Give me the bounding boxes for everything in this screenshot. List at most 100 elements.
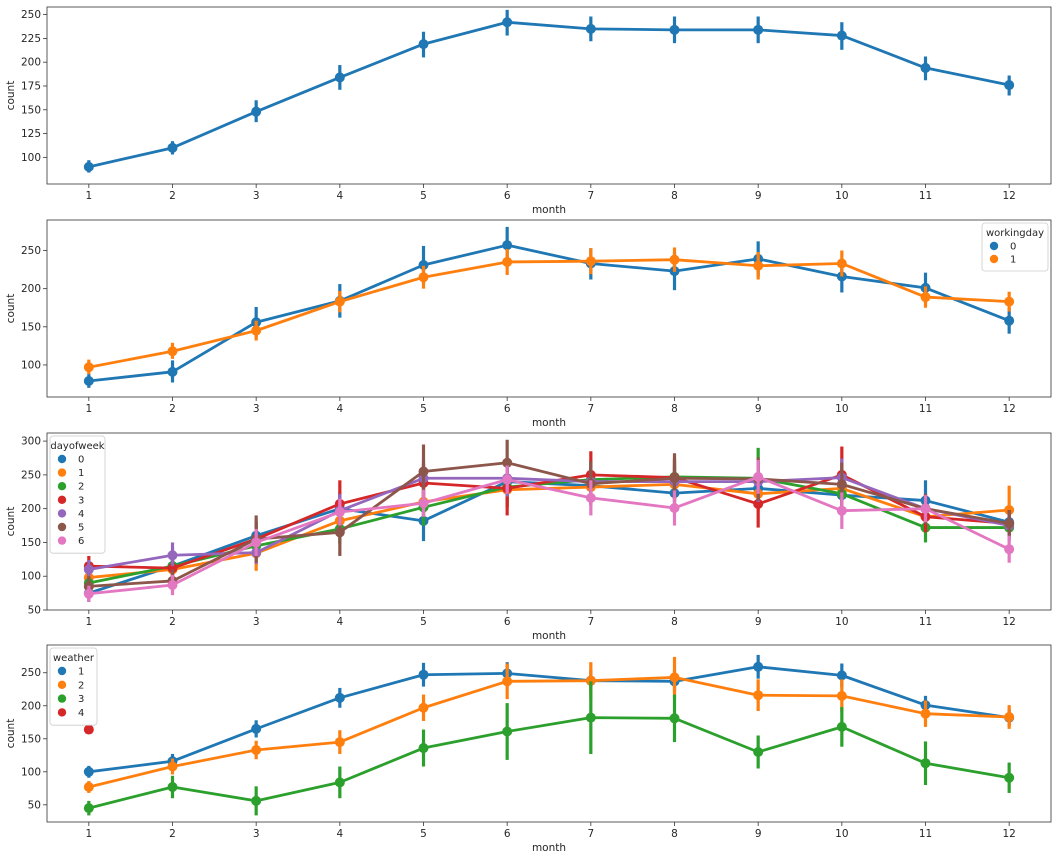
x-tick-label: 9	[755, 616, 762, 628]
x-tick-label: 1	[85, 616, 92, 628]
y-tick-label: 100	[21, 766, 41, 778]
plot-frame	[46, 219, 1052, 398]
data-point	[167, 563, 178, 574]
x-tick-label: 7	[587, 403, 594, 415]
x-tick-label: 9	[755, 190, 762, 202]
y-tick-label: 125	[21, 128, 41, 140]
data-point	[753, 24, 764, 35]
x-tick-label: 7	[587, 828, 594, 840]
data-point	[753, 661, 764, 672]
y-tick-label: 250	[21, 245, 41, 257]
data-point	[502, 17, 513, 28]
data-point	[251, 745, 262, 756]
data-point	[836, 721, 847, 732]
legend-marker	[57, 666, 67, 676]
legend-label: 1	[78, 667, 84, 678]
x-tick-label: 8	[671, 616, 678, 628]
data-point	[669, 672, 680, 683]
data-point	[585, 256, 596, 267]
data-point	[418, 669, 429, 680]
series-line	[88, 665, 1010, 774]
data-point	[167, 781, 178, 792]
data-point	[836, 505, 847, 516]
legend-marker	[57, 708, 67, 717]
series-1	[83, 247, 1015, 375]
data-point	[83, 781, 94, 792]
legend-label: 3	[78, 694, 84, 705]
data-point	[83, 724, 94, 735]
legend-label: 0	[78, 455, 84, 466]
legend-label: 3	[78, 495, 84, 506]
data-point	[585, 675, 596, 686]
legend-marker	[57, 482, 67, 491]
x-tick-label: 10	[835, 616, 848, 628]
chart-panel-2: 1 2 3 4 5 6 7 8 9 10 11 12100150200250monthcountwor…	[5, 219, 1052, 429]
data-point	[502, 676, 513, 687]
data-point	[585, 23, 596, 34]
y-tick-label: 100	[21, 152, 41, 164]
x-tick-label: 3	[253, 616, 260, 628]
data-point	[920, 503, 931, 514]
legend: workingday 0 1	[981, 222, 1049, 272]
y-tick-label: 50	[28, 605, 41, 617]
series-1	[83, 654, 1015, 778]
data-point	[585, 492, 596, 503]
plot-frame	[46, 6, 1052, 185]
legend-label: 4	[78, 708, 84, 719]
data-point	[251, 723, 262, 734]
y-tick-label: 250	[21, 667, 41, 679]
data-point	[83, 375, 94, 386]
y-tick-label: 150	[21, 104, 41, 116]
legend-marker	[57, 468, 67, 477]
y-tick-label: 100	[21, 359, 41, 371]
series-line	[88, 243, 1010, 383]
data-point	[669, 254, 680, 265]
x-tick-label: 7	[587, 616, 594, 628]
data-point	[920, 758, 931, 769]
y-tick-label: 100	[21, 571, 41, 583]
x-tick-label: 12	[1002, 190, 1015, 202]
data-point	[836, 690, 847, 701]
x-tick-label: 12	[1002, 828, 1015, 840]
x-tick-label: 2	[169, 403, 176, 415]
data-point	[502, 474, 513, 485]
x-tick-label: 8	[671, 828, 678, 840]
legend-label: 4	[78, 509, 84, 520]
legend-marker	[989, 254, 999, 264]
data-point	[251, 795, 262, 806]
data-point	[334, 692, 345, 703]
x-tick-label: 11	[919, 828, 932, 840]
data-point	[1004, 544, 1015, 555]
y-tick-label: 150	[21, 733, 41, 745]
x-tick-label: 6	[504, 403, 511, 415]
series-2	[83, 447, 1015, 593]
data-point	[1004, 315, 1015, 326]
x-tick-label: 9	[755, 828, 762, 840]
x-tick-label: 2	[169, 616, 176, 628]
legend-marker	[57, 454, 67, 464]
data-point	[334, 72, 345, 83]
data-point	[83, 362, 94, 373]
series-3	[83, 681, 1015, 816]
x-tick-label: 8	[671, 190, 678, 202]
x-tick-label: 5	[420, 616, 427, 628]
x-tick-label: 10	[835, 403, 848, 415]
x-tick-label: 1	[85, 828, 92, 840]
y-axis-label: count	[5, 719, 17, 749]
series-line	[88, 482, 1010, 579]
data-point	[167, 761, 178, 772]
series-line	[88, 461, 1010, 588]
data-point	[418, 260, 429, 271]
legend-label: 5	[78, 523, 84, 534]
legend: dayofweek 0 1 2 3 4 5 6	[49, 435, 106, 554]
data-point	[251, 537, 262, 548]
legend-marker	[57, 694, 67, 703]
data-point	[753, 260, 764, 271]
x-tick-label: 11	[919, 616, 932, 628]
plot-frame	[46, 432, 1052, 611]
x-tick-label: 12	[1002, 616, 1015, 628]
legend-box	[981, 222, 1049, 272]
x-tick-label: 10	[835, 828, 848, 840]
data-point	[167, 142, 178, 153]
